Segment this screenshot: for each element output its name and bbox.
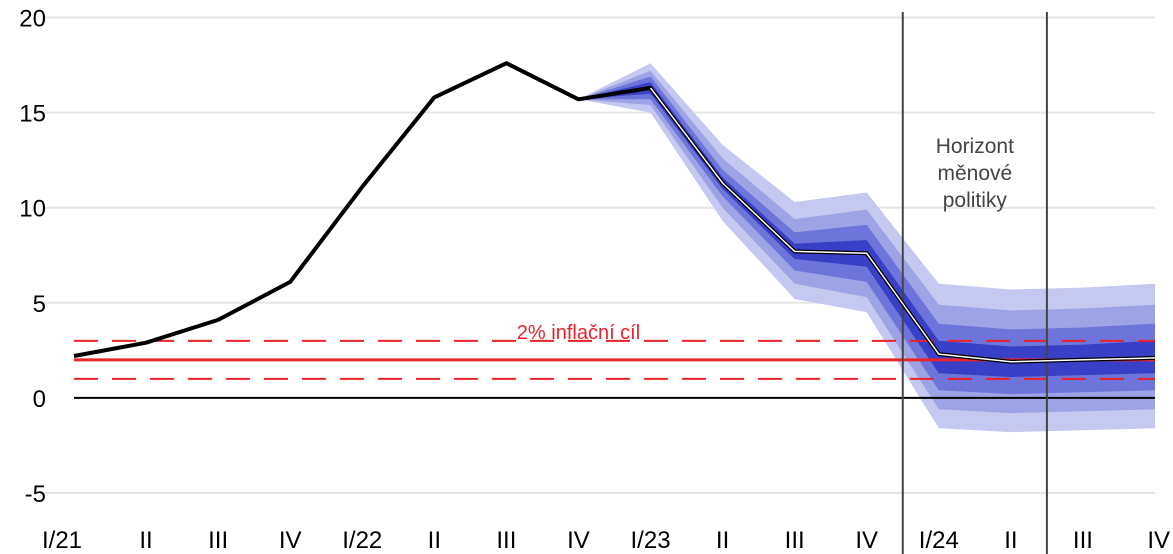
x-tick-label: I/23	[631, 527, 671, 554]
target-label: 2% inflační cíl	[517, 322, 640, 344]
y-tick-label: -5	[25, 481, 46, 508]
x-tick-label: II	[1004, 527, 1017, 554]
fan-band	[578, 76, 1155, 395]
x-tick-label: II	[139, 527, 152, 554]
x-tick-label: I/21	[42, 527, 82, 554]
y-tick-label: 20	[19, 6, 46, 33]
x-tick-label: II	[428, 527, 441, 554]
policy-horizon-annotation: Horizont měnové politiky	[936, 135, 1014, 212]
series-lines	[73, 61, 1156, 364]
x-tick-label: III	[1073, 527, 1093, 554]
forecast-fan	[578, 63, 1155, 433]
x-tick-label: III	[208, 527, 228, 554]
x-tick-label: IV	[855, 527, 878, 554]
x-tick-label: I/22	[342, 527, 382, 554]
x-axis-ticks: I/21 II III IV I/22 II III IV I/23 II III IV I/24 II I…	[42, 527, 1170, 554]
x-tick-label: III	[496, 527, 516, 554]
y-tick-label: 0	[33, 386, 46, 413]
y-tick-label: 10	[19, 196, 46, 223]
vertical-markers	[901, 12, 1048, 554]
x-tick-label: I/24	[919, 527, 959, 554]
annotation-line: Horizont	[936, 135, 1014, 158]
x-tick-label: III	[785, 527, 805, 554]
x-tick-label: IV	[567, 527, 590, 554]
annotation-line: politiky	[943, 189, 1008, 212]
x-tick-label: II	[716, 527, 729, 554]
fan-band	[578, 82, 1155, 377]
y-axis-ticks: 20 15 10 5 0 -5	[19, 6, 46, 508]
forecast-center-highlight	[649, 87, 1156, 363]
y-tick-label: 15	[19, 101, 46, 128]
x-tick-label: IV	[1147, 527, 1170, 554]
x-tick-label: IV	[279, 527, 302, 554]
y-tick-label: 5	[33, 291, 46, 318]
annotation-line: měnové	[937, 162, 1012, 185]
